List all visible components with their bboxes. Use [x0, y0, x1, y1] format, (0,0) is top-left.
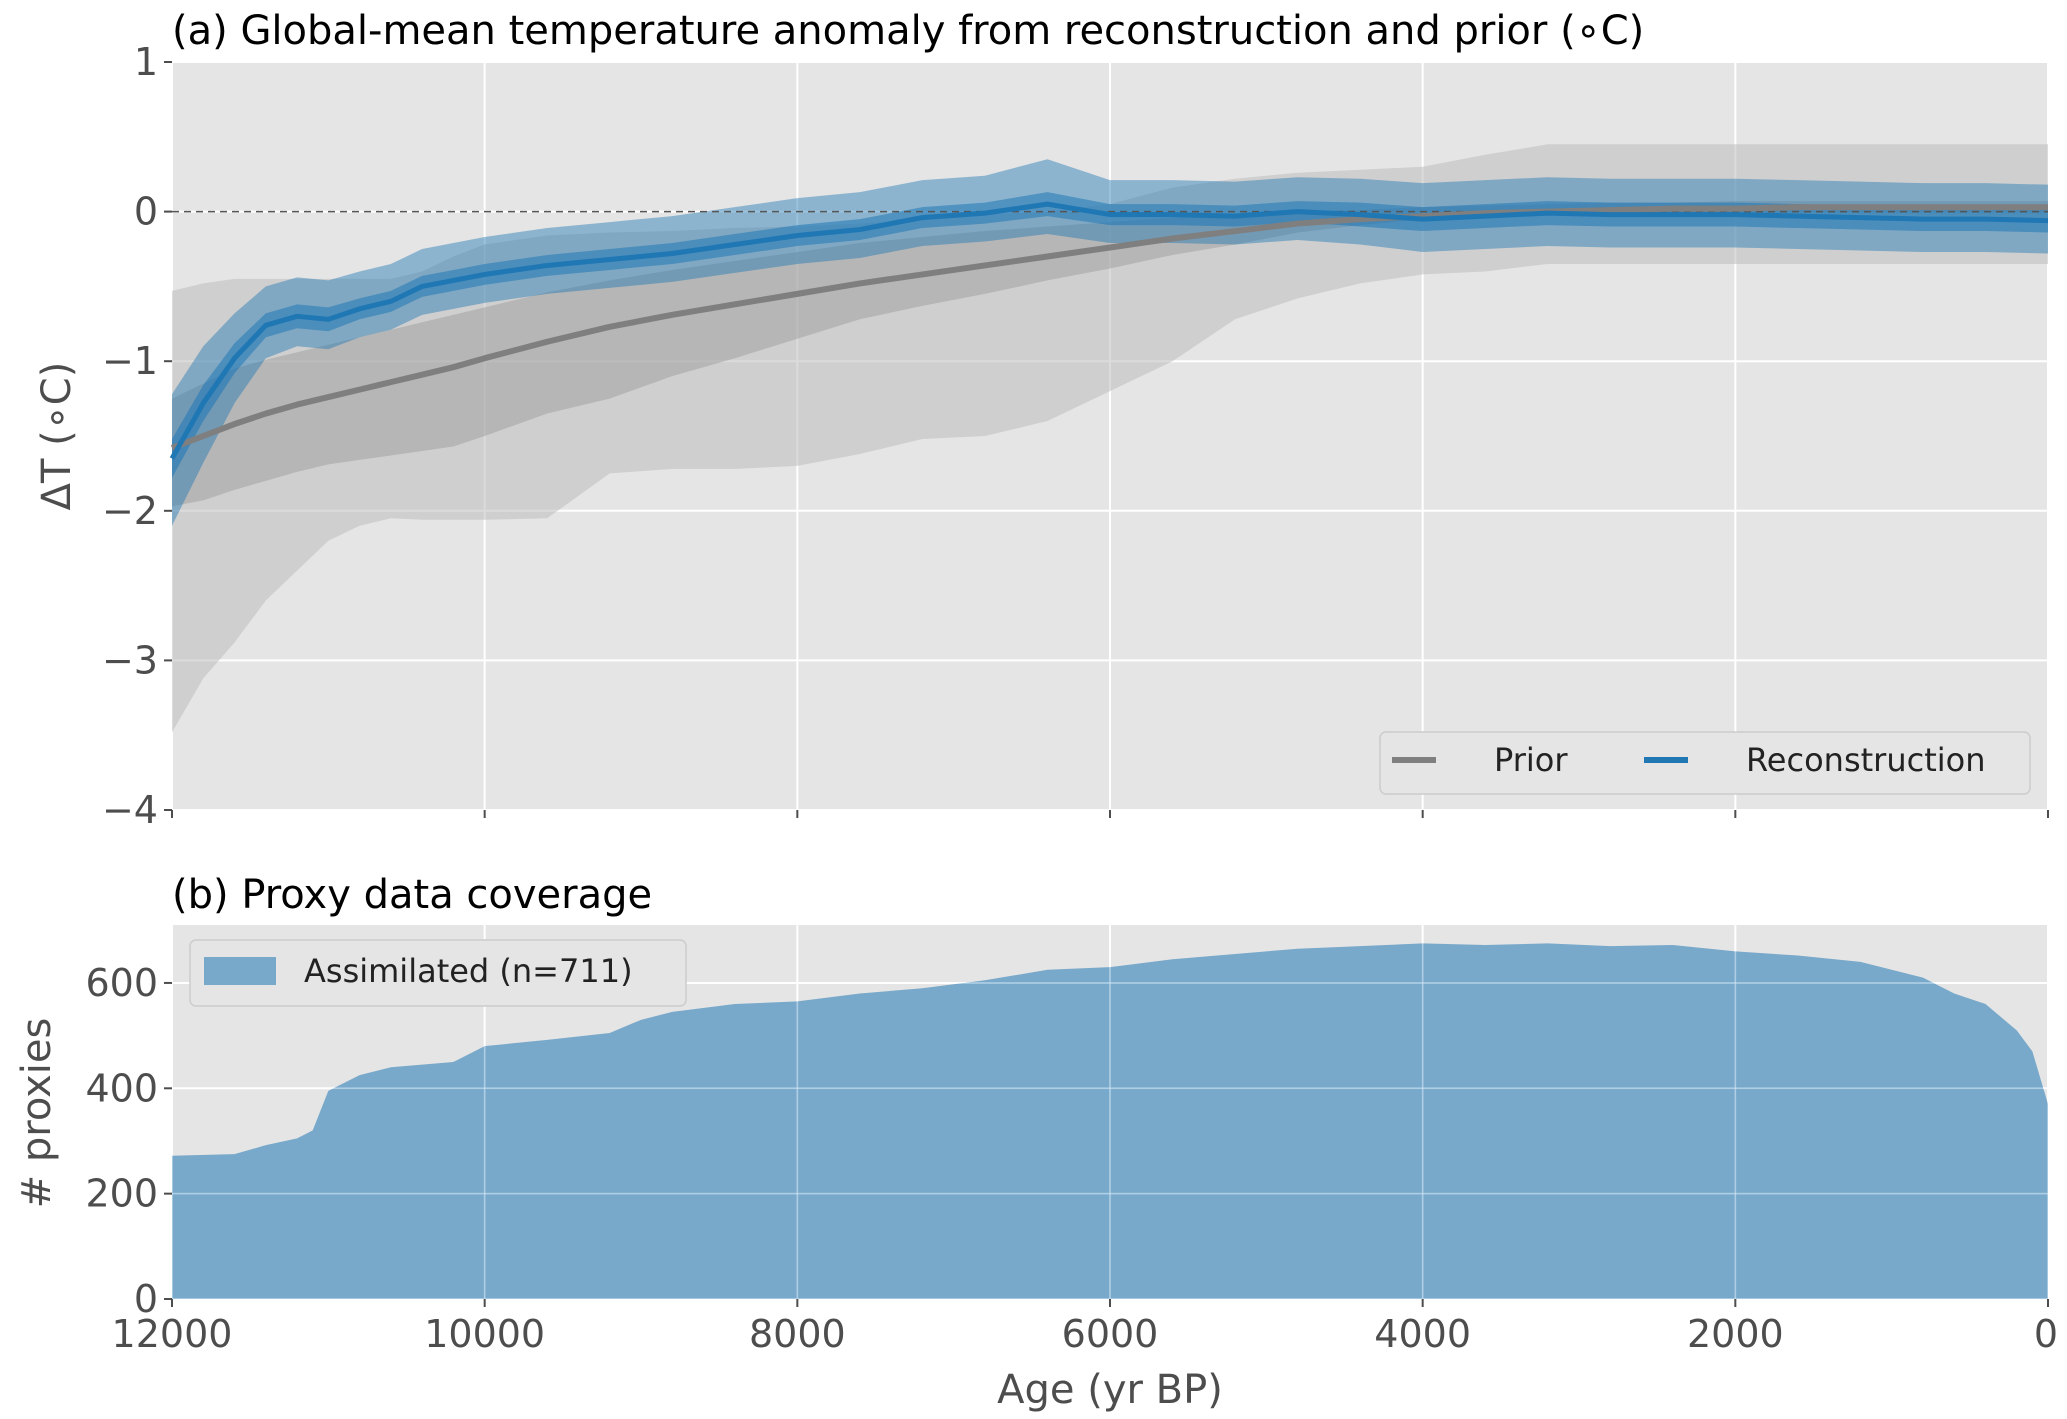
panel-a-x-ticks	[171, 810, 2049, 818]
panel-b-y-axis-label: # proxies	[14, 1018, 60, 1209]
panel-b-y-ticks: 0 200 400 600	[85, 961, 172, 1321]
y-tick-label: −1	[102, 339, 158, 383]
prior-line	[170, 204, 2048, 451]
panel-b-title: (b) Proxy data coverage	[172, 872, 652, 918]
panel-b-x-ticks: 12000 10000 8000 6000 4000 2000 0	[112, 1299, 2058, 1356]
y-tick-label: −2	[102, 489, 158, 533]
legend-assimilated-swatch	[204, 957, 276, 985]
legend-box	[1379, 731, 2031, 795]
panel-b-area	[172, 943, 2048, 1299]
legend-box	[189, 939, 687, 1007]
y-tick-label: 0	[134, 1277, 158, 1321]
legend-assimilated-label: Assimilated (n=711)	[304, 952, 633, 990]
x-tick-label: 2000	[1687, 1312, 1784, 1356]
x-tick-label: 10000	[424, 1312, 545, 1356]
panel-a-y-ticks: −4 −3 −2 −1 0 1	[102, 40, 172, 832]
y-tick-label: −4	[102, 788, 158, 832]
reconstruction-line	[169, 201, 2049, 460]
panel-a-y-axis-label: ΔT (∘C)	[34, 362, 80, 511]
y-tick-label: 400	[85, 1066, 158, 1110]
y-tick-label: 1	[134, 40, 158, 84]
reconstruction-uncertainty-bands	[172, 159, 2048, 526]
panel-b: 0 200 400 600 12000 10000 8000 6000 4000 2000 0 (…	[14, 872, 2058, 1413]
x-tick-label: 6000	[1062, 1312, 1159, 1356]
x-tick-label: 0	[2034, 1312, 2058, 1356]
x-tick-label: 12000	[112, 1312, 233, 1356]
panel-a-series-lines	[169, 201, 2049, 460]
legend-reconstruction-label: Reconstruction	[1746, 741, 1985, 779]
y-tick-label: 0	[134, 190, 158, 234]
panel-a-legend: Prior Reconstruction	[1379, 731, 2031, 795]
reconstruction-inner-band	[172, 192, 2048, 478]
assimilated-area	[172, 943, 2048, 1299]
panel-a-title: (a) Global-mean temperature anomaly from…	[172, 8, 1644, 54]
legend-prior-label: Prior	[1494, 741, 1568, 779]
panel-a: −4 −3 −2 −1 0 1 (a) Global-mean temperature a…	[34, 8, 2049, 832]
y-tick-label: −3	[102, 638, 158, 682]
prior-inner-band	[172, 201, 2048, 507]
y-tick-label: 200	[85, 1172, 158, 1216]
x-tick-label: 8000	[749, 1312, 846, 1356]
panel-b-legend: Assimilated (n=711)	[189, 939, 687, 1007]
panel-b-x-axis-label: Age (yr BP)	[997, 1367, 1223, 1413]
y-tick-label: 600	[85, 961, 158, 1005]
x-tick-label: 4000	[1374, 1312, 1471, 1356]
prior-uncertainty-bands	[172, 144, 2048, 733]
